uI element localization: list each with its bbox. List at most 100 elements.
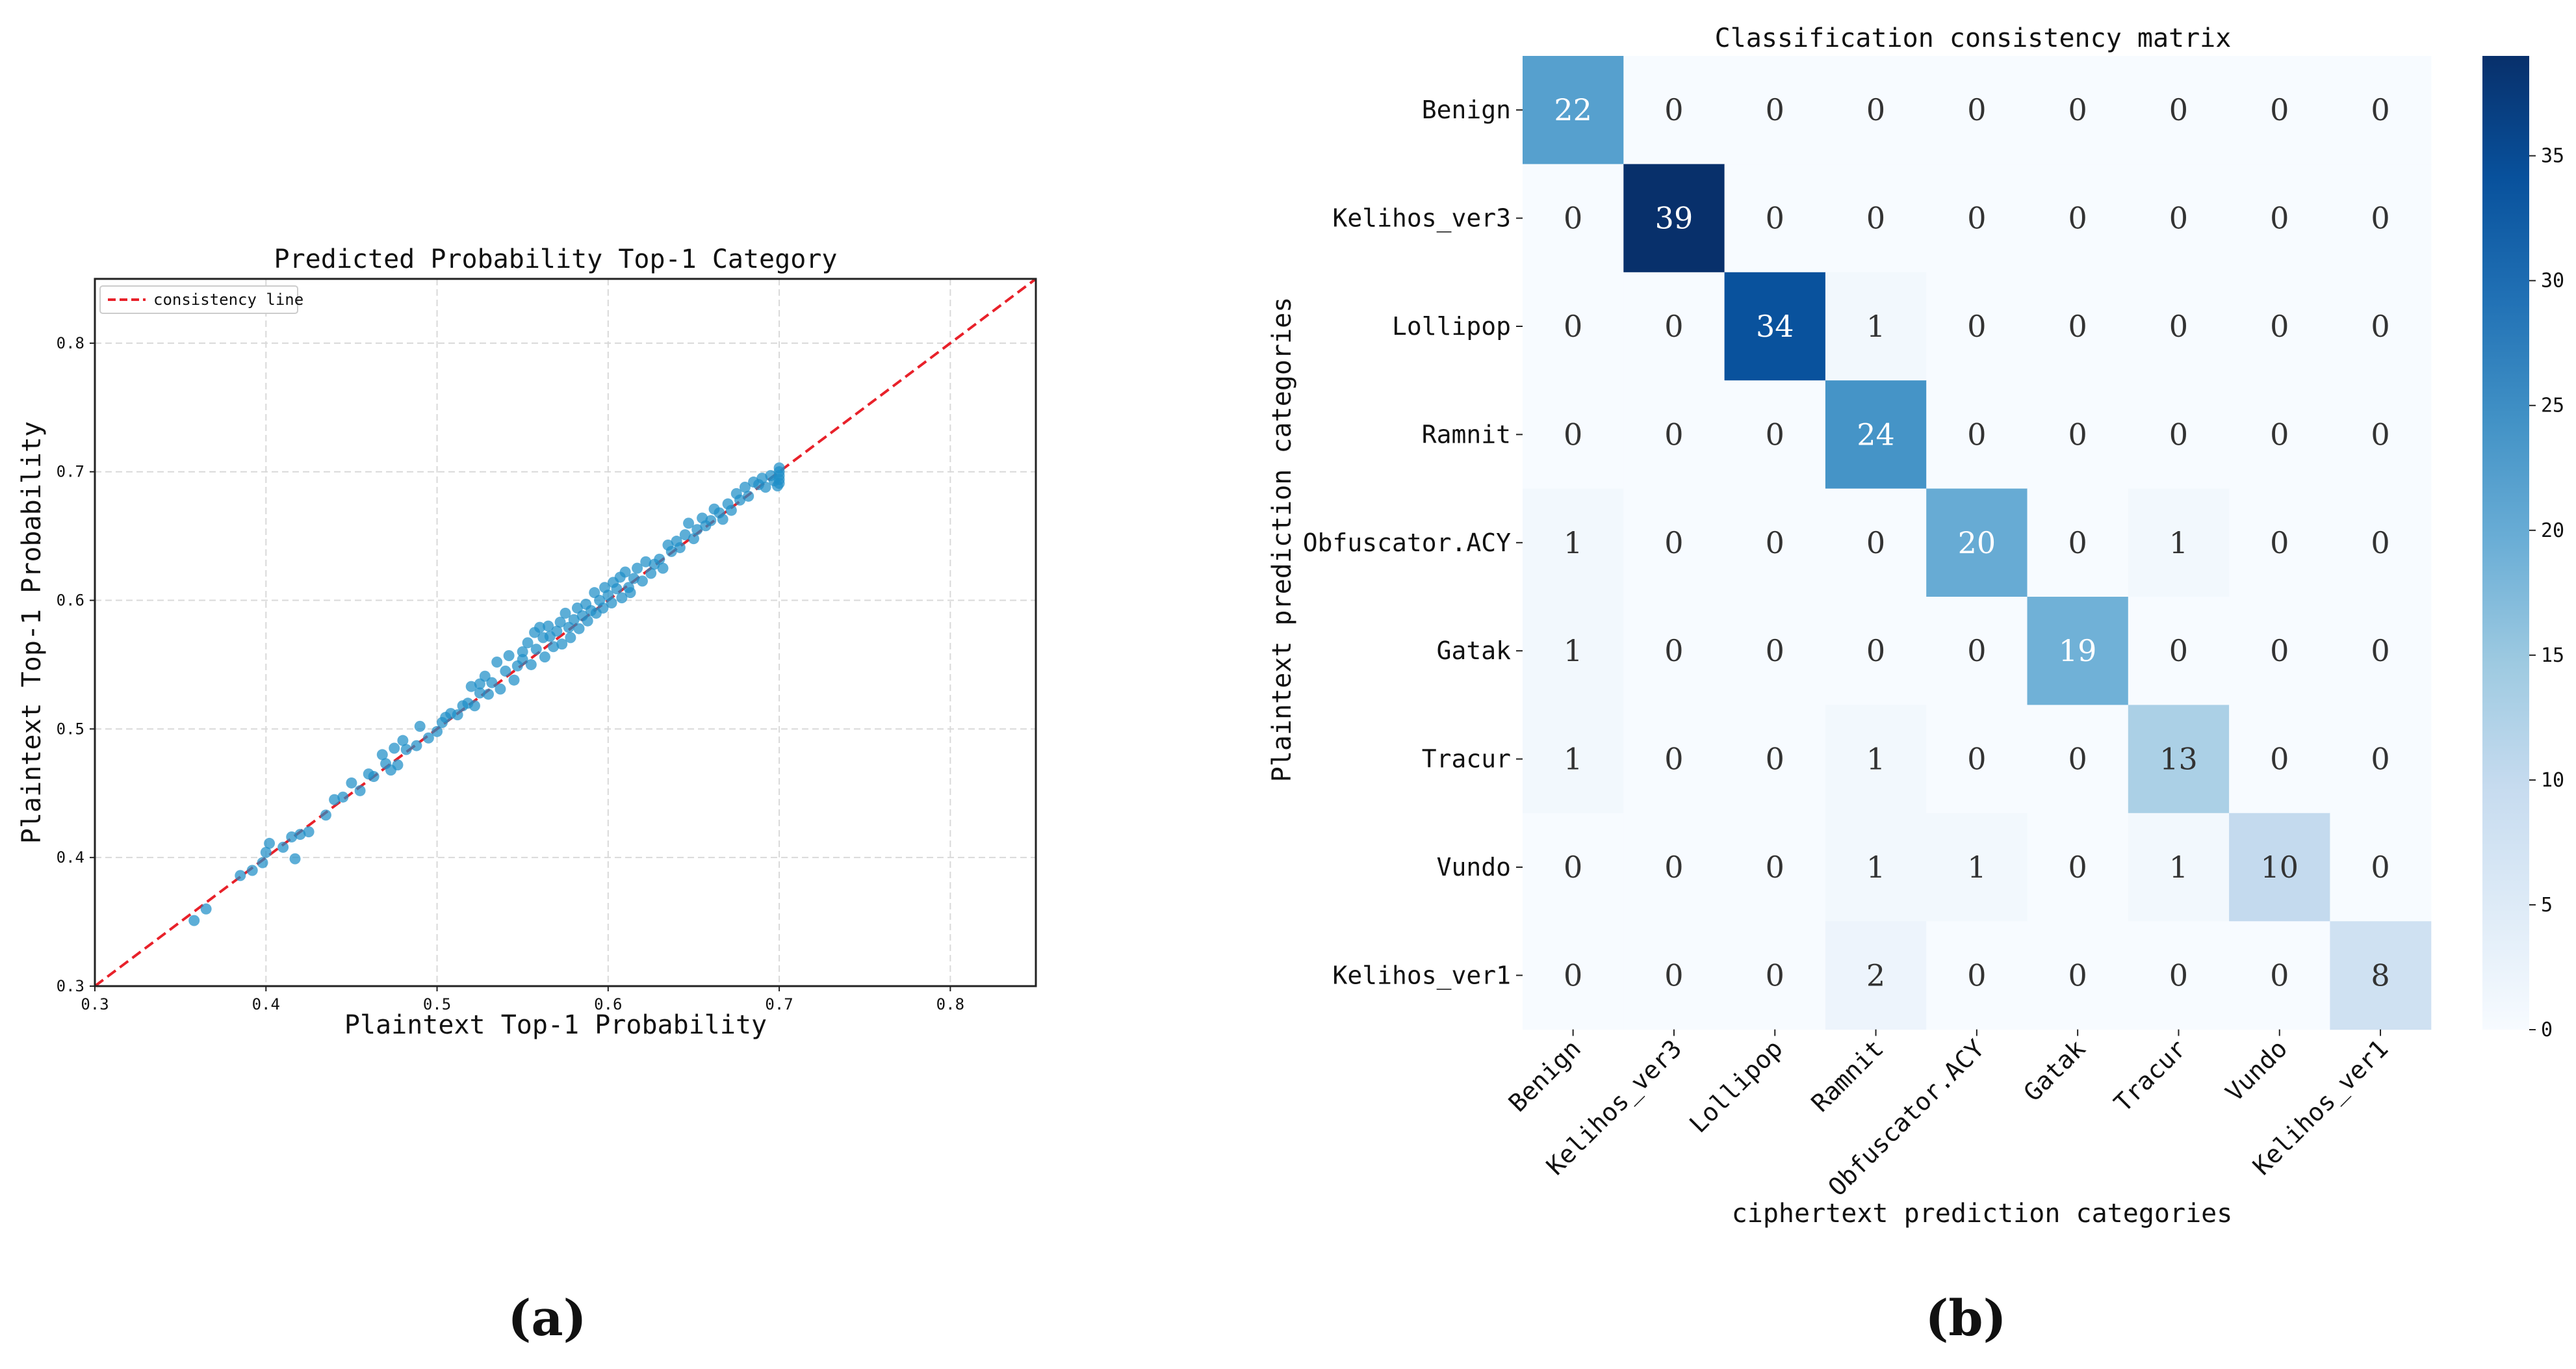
- heatmap-cell: [2229, 597, 2330, 705]
- row-label: Benign: [1422, 96, 1511, 124]
- heatmap-cell: [2229, 921, 2330, 1030]
- scatter-point: [483, 688, 495, 700]
- heatmap-cell-value: 0: [1766, 525, 1784, 560]
- heatmap-cell-value: 0: [1967, 309, 1986, 344]
- scatter-point: [568, 614, 580, 625]
- heatmap-cell: [2229, 380, 2330, 489]
- heatmap-cell-value: 1: [1967, 850, 1986, 885]
- heatmap-cell-value: 0: [1967, 417, 1986, 452]
- heatmap-cell: [1623, 488, 1725, 597]
- heatmap-cell: [2027, 272, 2129, 381]
- legend-entry-consistency-line: consistency line: [153, 291, 303, 309]
- y-tick-label: 0.4: [57, 848, 84, 867]
- heatmap-cell-value: 0: [1664, 633, 1683, 668]
- heatmap-cell-value: 0: [2169, 958, 2188, 993]
- heatmap-cell: [1825, 380, 1927, 489]
- row-label: Kelihos_ver1: [1332, 961, 1511, 990]
- colorbar-tick-label: 30: [2541, 270, 2564, 293]
- heatmap-cell-value: 20: [1958, 525, 1996, 560]
- scatter-point: [486, 677, 498, 688]
- heatmap-cell-value: 0: [2068, 958, 2087, 993]
- heatmap-cell: [2229, 164, 2330, 273]
- heatmap-cell-value: 34: [1756, 309, 1794, 344]
- heatmap-cell-value: 0: [1664, 525, 1683, 560]
- heatmap-cell-value: 1: [1866, 742, 1885, 777]
- heatmap-cell-value: 0: [2270, 417, 2289, 452]
- scatter-point: [431, 725, 443, 737]
- heatmap-colorbar: 0 5 10 15 20 25 30 35: [2482, 56, 2564, 1041]
- heatmap-cell-value: 0: [2068, 417, 2087, 452]
- heatmap-cell-value: 0: [2169, 309, 2188, 344]
- heatmap-cell-value: 0: [1766, 850, 1784, 885]
- row-label: Obfuscator.ACY: [1303, 528, 1511, 557]
- heatmap-cell: [1623, 272, 1725, 381]
- row-label: Kelihos_ver3: [1332, 204, 1511, 233]
- heatmap-cell-value: 0: [1866, 92, 1885, 127]
- panel-label-a: (a): [508, 1289, 586, 1347]
- scatter-point: [392, 759, 404, 771]
- heatmap-cell-value: 0: [1866, 201, 1885, 236]
- scatter-point: [606, 597, 617, 609]
- heatmap-cell-value: 1: [2169, 850, 2188, 885]
- heatmap-cell-value: 0: [1564, 850, 1582, 885]
- consistency-line: [94, 278, 1037, 987]
- heatmap-cell: [2229, 56, 2330, 164]
- panel-label-b: (b): [1925, 1289, 2006, 1347]
- heatmap-cell-value: 1: [1866, 309, 1885, 344]
- heatmap-cell-value: 0: [1564, 958, 1582, 993]
- scatter-point: [616, 592, 628, 604]
- heatmap-cell: [1825, 597, 1927, 705]
- scatter-point: [725, 504, 737, 516]
- heatmap-cell: [1623, 597, 1725, 705]
- scatter-point: [503, 650, 515, 662]
- scatter-x-axis-label: Plaintext Top-1 Probability: [344, 1010, 767, 1040]
- scatter-point: [188, 915, 200, 926]
- heatmap-cell: [2330, 380, 2432, 489]
- scatter-point: [551, 625, 563, 637]
- scatter-point: [329, 794, 341, 805]
- heatmap-cell-value: 0: [1664, 309, 1683, 344]
- heatmap-cell-value: 0: [2270, 309, 2289, 344]
- heatmap-cell: [1523, 380, 1624, 489]
- column-label: Benign: [1503, 1034, 1586, 1117]
- heatmap-cell: [1623, 164, 1725, 273]
- heatmap-cell-value: 0: [1664, 417, 1683, 452]
- scatter-point: [560, 607, 571, 619]
- row-label: Gatak: [1437, 636, 1512, 665]
- heatmap-cell: [1825, 488, 1927, 597]
- scatter-point: [597, 602, 609, 614]
- scatter-point: [474, 687, 485, 699]
- scatter-point: [619, 566, 631, 578]
- x-tick-label: 0.6: [594, 995, 622, 1013]
- heatmap-cell: [2128, 380, 2230, 489]
- colorbar-tick-label: 10: [2541, 769, 2564, 792]
- heatmap-cell: [1724, 921, 1826, 1030]
- heatmap-cell-value: 8: [2371, 958, 2389, 993]
- scatter-point: [260, 846, 272, 858]
- heatmap-chart: Classification consistency matrix 22 0 0 0 0…: [1267, 23, 2564, 1229]
- heatmap-cell-value: 0: [1664, 850, 1683, 885]
- scatter-point: [411, 740, 422, 751]
- heatmap-cell-value: 0: [2068, 742, 2087, 777]
- scatter-point: [289, 853, 301, 865]
- scatter-point: [294, 829, 306, 841]
- heatmap-cell: [1523, 488, 1624, 597]
- heatmap-cell: [1926, 272, 2028, 381]
- heatmap-cell-value: 0: [2068, 309, 2087, 344]
- scatter-point: [760, 481, 771, 493]
- heatmap-cell-value: 0: [2270, 633, 2289, 668]
- scatter-point: [636, 575, 648, 587]
- heatmap-cell-value: 0: [2270, 742, 2289, 777]
- heatmap-cell: [2128, 488, 2230, 597]
- heatmap-cell-value: 0: [2371, 633, 2389, 668]
- heatmap-cell-value: 0: [1564, 309, 1582, 344]
- scatter-point: [683, 517, 695, 529]
- heatmap-cell: [2229, 488, 2330, 597]
- heatmap-cell-value: 1: [1564, 525, 1582, 560]
- scatter-point: [277, 841, 289, 853]
- colorbar-tick-label: 5: [2541, 894, 2553, 917]
- heatmap-cell-value: 0: [2371, 525, 2389, 560]
- heatmap-cell-value: 0: [2169, 633, 2188, 668]
- heatmap-cell: [2027, 921, 2129, 1030]
- scatter-point: [773, 478, 785, 489]
